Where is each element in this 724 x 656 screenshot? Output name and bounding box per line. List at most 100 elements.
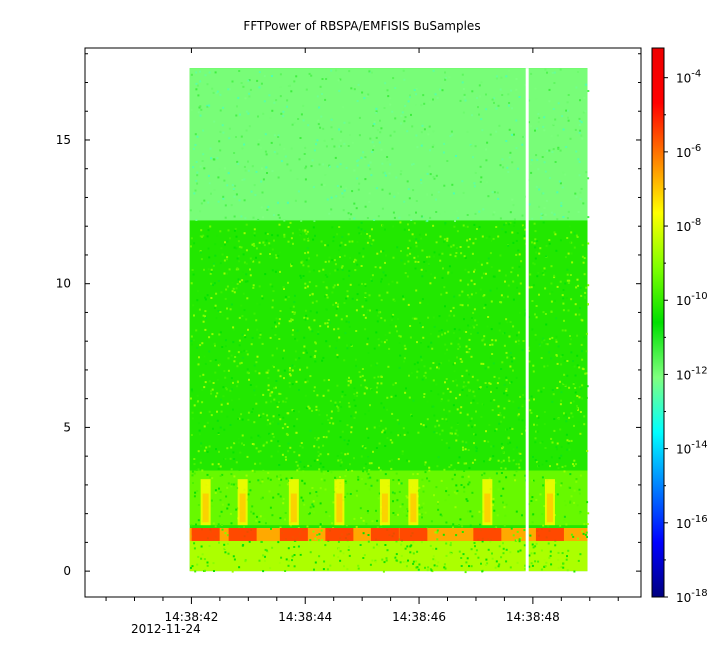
noise-pixel xyxy=(210,270,213,273)
noise-pixel xyxy=(425,270,427,272)
noise-pixel xyxy=(377,215,380,218)
noise-pixel xyxy=(583,96,586,99)
noise-pixel xyxy=(531,479,533,482)
noise-pixel xyxy=(373,374,376,377)
noise-pixel xyxy=(469,420,472,423)
noise-pixel xyxy=(502,446,505,449)
noise-pixel xyxy=(265,401,268,404)
noise-pixel xyxy=(472,242,475,245)
noise-pixel xyxy=(218,450,220,453)
noise-pixel xyxy=(198,308,201,311)
noise-pixel xyxy=(206,473,209,476)
noise-pixel xyxy=(258,372,261,375)
noise-pixel xyxy=(282,502,285,505)
noise-pixel xyxy=(410,415,413,417)
noise-pixel xyxy=(348,269,351,272)
noise-pixel xyxy=(559,524,562,527)
noise-pixel xyxy=(376,320,379,323)
noise-pixel xyxy=(367,309,370,312)
noise-pixel xyxy=(403,344,406,347)
noise-pixel xyxy=(391,491,394,494)
noise-pixel xyxy=(206,410,209,413)
noise-pixel xyxy=(320,478,323,481)
noise-pixel xyxy=(301,446,304,449)
noise-pixel xyxy=(271,354,274,357)
noise-pixel xyxy=(404,347,407,350)
noise-pixel xyxy=(323,560,326,563)
noise-pixel xyxy=(505,503,508,506)
noise-pixel xyxy=(391,441,394,444)
noise-pixel xyxy=(296,329,299,332)
noise-pixel xyxy=(273,134,276,137)
noise-pixel xyxy=(559,149,562,152)
noise-pixel xyxy=(249,274,252,277)
noise-pixel xyxy=(538,343,541,346)
noise-pixel xyxy=(564,282,567,285)
noise-pixel xyxy=(339,244,342,247)
noise-pixel xyxy=(469,510,472,513)
noise-pixel xyxy=(549,555,552,557)
noise-pixel xyxy=(570,252,573,255)
noise-pixel xyxy=(452,484,455,487)
noise-pixel xyxy=(492,237,495,240)
noise-pixel xyxy=(235,247,238,250)
noise-pixel xyxy=(193,547,196,550)
noise-pixel xyxy=(454,255,457,258)
noise-pixel xyxy=(240,304,243,307)
noise-pixel xyxy=(544,565,547,568)
noise-pixel xyxy=(346,347,349,350)
noise-pixel xyxy=(222,106,225,109)
noise-pixel xyxy=(345,187,348,190)
noise-pixel xyxy=(484,367,487,370)
noise-pixel xyxy=(284,401,287,403)
noise-pixel xyxy=(409,336,412,339)
noise-pixel xyxy=(363,97,366,100)
noise-pixel xyxy=(256,355,259,358)
noise-pixel xyxy=(376,386,378,389)
noise-pixel xyxy=(562,128,565,131)
noise-pixel xyxy=(196,84,199,87)
noise-pixel xyxy=(322,568,325,571)
noise-pixel xyxy=(231,503,234,506)
noise-pixel xyxy=(548,100,551,103)
noise-pixel xyxy=(545,561,548,564)
noise-pixel xyxy=(279,86,282,89)
noise-pixel xyxy=(541,272,544,275)
noise-pixel xyxy=(543,411,546,413)
noise-pixel xyxy=(227,482,230,485)
emission-burst-core xyxy=(381,493,388,523)
noise-pixel xyxy=(573,464,576,467)
noise-pixel xyxy=(243,143,246,146)
noise-pixel xyxy=(397,318,399,321)
noise-pixel xyxy=(312,269,315,272)
noise-pixel xyxy=(442,392,445,395)
noise-pixel xyxy=(264,522,267,525)
noise-pixel xyxy=(196,563,199,566)
noise-pixel xyxy=(235,136,237,138)
noise-pixel xyxy=(360,265,363,267)
noise-pixel xyxy=(226,534,229,537)
noise-pixel xyxy=(483,460,485,463)
noise-pixel xyxy=(271,299,274,302)
noise-pixel xyxy=(313,386,316,389)
noise-pixel xyxy=(251,243,254,246)
noise-pixel xyxy=(574,192,577,195)
noise-pixel xyxy=(392,298,395,301)
noise-pixel xyxy=(582,111,585,114)
noise-pixel xyxy=(487,548,490,551)
noise-pixel xyxy=(370,243,373,246)
noise-pixel xyxy=(577,421,580,423)
noise-pixel xyxy=(465,351,468,354)
noise-pixel xyxy=(406,130,409,133)
noise-pixel xyxy=(228,127,231,130)
noise-pixel xyxy=(467,324,470,327)
noise-pixel xyxy=(348,325,351,328)
noise-pixel xyxy=(224,472,227,475)
noise-pixel xyxy=(331,291,334,294)
noise-pixel xyxy=(361,305,364,308)
noise-pixel xyxy=(214,304,217,307)
noise-pixel xyxy=(357,478,360,481)
noise-pixel xyxy=(550,282,553,285)
noise-pixel xyxy=(542,311,545,314)
noise-pixel xyxy=(340,452,343,455)
